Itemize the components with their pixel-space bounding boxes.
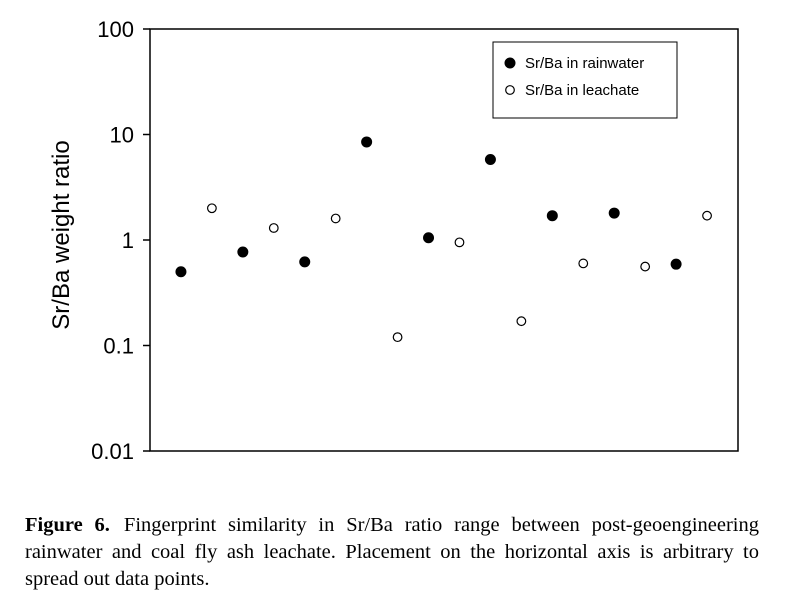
caption-text: Fingerprint similarity in Sr/Ba ratio ra… <box>25 514 759 590</box>
y-tick-label: 100 <box>97 17 134 42</box>
y-tick-label: 10 <box>110 123 134 148</box>
leachate-point <box>206 203 217 214</box>
legend-marker <box>504 57 516 69</box>
legend-label: Sr/Ba in leachate <box>525 82 639 99</box>
leachate-point <box>702 210 712 221</box>
legend-label: Sr/Ba in rainwater <box>525 55 644 72</box>
data-points <box>175 136 712 343</box>
rainwater-point <box>361 136 373 148</box>
y-tick-label: 0.01 <box>91 439 134 464</box>
leachate-point <box>330 213 341 224</box>
leachate-point <box>516 316 527 327</box>
leachate-point <box>454 237 465 248</box>
y-axis-title: Sr/Ba weight ratio <box>48 140 75 329</box>
leachate-point <box>268 223 279 233</box>
leachate-point <box>640 261 651 272</box>
figure-label: Figure 6. <box>25 514 110 536</box>
legend-items: Sr/Ba in rainwater Sr/Ba in leachate <box>504 55 644 99</box>
rainwater-point <box>546 210 558 222</box>
figure-caption: Figure 6. Fingerprint similarity in Sr/Ba… <box>25 512 759 593</box>
rainwater-point <box>237 246 249 258</box>
rainwater-point <box>608 207 620 219</box>
legend-marker <box>505 85 515 95</box>
y-tick-label: 1 <box>122 228 134 253</box>
rainwater-point <box>670 258 682 270</box>
rainwater-point <box>299 256 311 268</box>
legend: Sr/Ba in rainwater Sr/Ba in leachate <box>492 41 678 119</box>
leachate-point <box>578 258 589 269</box>
rainwater-point <box>484 153 496 165</box>
leachate-point <box>392 332 403 343</box>
scatter-chart: 0.01 0.1 1 10 100 Sr/Ba weight ratio Sr/Ba i… <box>48 17 739 464</box>
rainwater-point <box>423 232 435 244</box>
y-axis-ticks: 0.01 0.1 1 10 100 <box>91 17 150 464</box>
rainwater-point <box>175 266 187 278</box>
y-tick-label: 0.1 <box>103 334 134 359</box>
legend-box <box>492 41 678 119</box>
